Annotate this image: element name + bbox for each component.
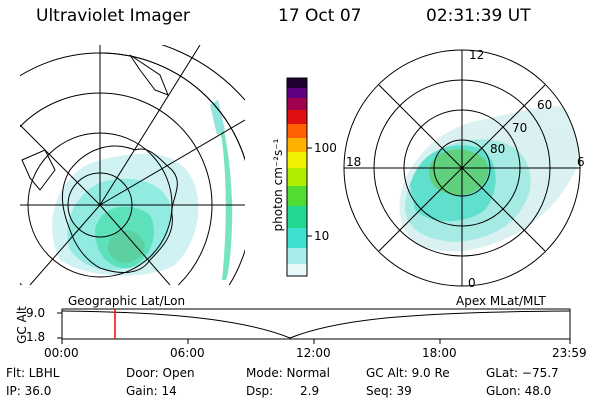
dsp-value: 2.9 bbox=[300, 384, 320, 398]
mlt-label-right: 6 bbox=[577, 155, 585, 169]
door-field: Door: Open bbox=[126, 366, 195, 380]
mlt-label-bottom: 0 bbox=[468, 276, 476, 290]
seq-field: Seq: 39 bbox=[366, 384, 412, 398]
right-map-label: Apex MLat/MLT bbox=[456, 294, 546, 308]
mode-field: Mode: Normal bbox=[246, 366, 330, 380]
app-title: Ultraviolet Imager bbox=[36, 6, 190, 26]
colorbar-tick-10: 10 bbox=[314, 229, 330, 243]
colorbar bbox=[286, 77, 312, 277]
altitude-ytick-high: 9.0 bbox=[26, 306, 46, 320]
xtick-0000: 00:00 bbox=[44, 346, 79, 360]
xtick-1800: 18:00 bbox=[422, 346, 457, 360]
auroral-emission-left bbox=[52, 100, 233, 280]
mlat-label-80: 80 bbox=[490, 142, 506, 156]
left-map-label: Geographic Lat/Lon bbox=[68, 294, 186, 308]
altitude-ytick-low: 1.8 bbox=[26, 330, 46, 344]
mlat-label-60: 60 bbox=[537, 98, 553, 112]
xtick-0600: 06:00 bbox=[170, 346, 205, 360]
xtick-2359: 23:59 bbox=[552, 346, 587, 360]
gcalt-field: GC Alt: 9.0 Re bbox=[366, 366, 450, 380]
glat-field: GLat: −75.7 bbox=[486, 366, 559, 380]
colorbar-unit-label: photon cm⁻²s⁻¹ bbox=[271, 138, 285, 232]
auroral-emission-right bbox=[399, 106, 580, 252]
glon-field: GLon: 48.0 bbox=[486, 384, 552, 398]
flt-field: Flt: LBHL bbox=[6, 366, 60, 380]
time-label: 02:31:39 UT bbox=[426, 6, 531, 26]
coastline bbox=[61, 145, 178, 273]
xtick-1200: 12:00 bbox=[296, 346, 331, 360]
altitude-plot bbox=[57, 308, 571, 344]
colorbar-tick-100: 100 bbox=[314, 141, 337, 155]
gain-field: Gain: 14 bbox=[126, 384, 177, 398]
ip-field: IP: 36.0 bbox=[6, 384, 52, 398]
mlt-label-top: 12 bbox=[469, 48, 485, 62]
date-label: 17 Oct 07 bbox=[278, 6, 362, 26]
magnetic-map bbox=[343, 49, 581, 287]
mlat-label-70: 70 bbox=[512, 121, 528, 135]
dsp-label: Dsp: bbox=[246, 384, 274, 398]
geographic-map bbox=[20, 45, 245, 285]
mlt-label-left: 18 bbox=[346, 155, 362, 169]
